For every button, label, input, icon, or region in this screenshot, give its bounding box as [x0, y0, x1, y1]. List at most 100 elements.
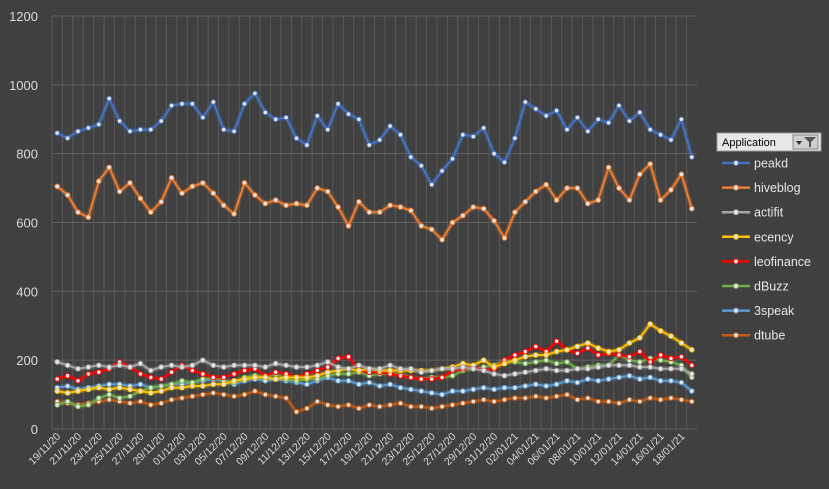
- data-point: [189, 362, 196, 369]
- data-point: [668, 137, 674, 143]
- data-point: [158, 118, 164, 124]
- data-point: [314, 113, 321, 119]
- legend-item-actifit: actifit: [722, 206, 784, 220]
- data-point: [241, 391, 248, 398]
- y-tick-label: 400: [16, 284, 38, 299]
- data-point: [189, 393, 196, 400]
- series-dtube: [54, 388, 695, 415]
- data-point: [272, 197, 279, 203]
- data-point: [678, 379, 685, 386]
- data-point: [179, 395, 185, 401]
- legend-item-peakd: peakd: [722, 157, 788, 171]
- y-tick-label: 600: [16, 216, 38, 231]
- data-point: [647, 364, 654, 370]
- data-point: [564, 347, 570, 353]
- data-point: [220, 391, 227, 398]
- legend-label: dtube: [754, 329, 785, 343]
- data-point: [574, 350, 581, 357]
- data-point: [428, 405, 435, 412]
- data-point: [397, 384, 404, 391]
- legend-items: peakd hiveblog actifit ecency leofinance dBuz…: [722, 157, 811, 343]
- filter-dropdown-icon[interactable]: [792, 134, 819, 150]
- data-point: [512, 384, 518, 391]
- data-point: [106, 364, 112, 370]
- y-tick-label: 1200: [9, 9, 38, 24]
- data-point: [657, 396, 664, 403]
- data-point: [231, 362, 237, 369]
- data-point: [418, 388, 425, 394]
- series-line: [56, 163, 693, 241]
- data-point: [189, 183, 196, 190]
- data-point: [324, 188, 331, 195]
- data-point: [241, 376, 248, 382]
- data-point: [637, 335, 643, 341]
- data-point: [585, 366, 591, 372]
- data-point: [324, 359, 331, 365]
- data-point: [543, 113, 550, 119]
- data-point: [491, 150, 497, 157]
- data-point: [366, 209, 373, 215]
- data-point: [137, 360, 144, 367]
- data-point: [626, 118, 633, 124]
- data-point: [449, 402, 456, 408]
- data-point: [574, 185, 581, 191]
- data-point: [387, 202, 393, 209]
- data-point: [179, 190, 185, 196]
- data-point: [168, 369, 175, 376]
- data-point: [585, 345, 591, 351]
- data-point: [647, 321, 654, 327]
- data-point: [605, 376, 612, 382]
- data-point: [127, 386, 133, 393]
- data-point: [543, 357, 550, 364]
- data-point: [397, 400, 404, 407]
- data-point: [127, 400, 133, 407]
- data-point: [668, 366, 674, 372]
- data-point: [460, 388, 466, 394]
- data-point: [678, 396, 685, 403]
- data-point: [564, 367, 570, 374]
- data-point: [678, 340, 685, 346]
- data-point: [637, 348, 643, 355]
- data-point: [96, 178, 102, 184]
- legend-label: 3speak: [754, 304, 795, 318]
- data-point: [168, 396, 175, 403]
- data-point: [553, 197, 560, 203]
- data-point: [449, 219, 456, 226]
- data-point: [127, 128, 133, 135]
- data-point: [85, 214, 92, 221]
- data-point: [54, 359, 61, 365]
- y-tick-label: 800: [16, 147, 38, 162]
- data-point: [168, 102, 175, 109]
- data-point: [480, 357, 487, 364]
- data-point: [137, 371, 144, 377]
- data-point: [200, 114, 206, 121]
- data-point: [533, 393, 539, 400]
- data-point: [304, 202, 310, 209]
- data-point: [231, 128, 237, 135]
- data-point: [460, 364, 466, 370]
- data-point: [595, 197, 602, 203]
- data-point: [168, 362, 175, 369]
- data-point: [522, 360, 529, 367]
- data-point: [220, 126, 227, 133]
- data-point: [96, 362, 102, 369]
- data-point: [397, 204, 404, 210]
- legend-marker: [733, 258, 739, 265]
- data-point: [262, 364, 269, 370]
- data-point: [137, 381, 144, 388]
- data-point: [657, 197, 664, 203]
- data-point: [470, 398, 477, 405]
- data-point: [543, 352, 550, 358]
- data-point: [179, 364, 185, 370]
- data-point: [574, 366, 581, 372]
- data-point: [533, 188, 539, 195]
- data-point: [252, 192, 258, 198]
- data-point: [428, 226, 435, 233]
- data-point: [439, 374, 445, 381]
- data-point: [533, 343, 539, 350]
- legend-marker: [733, 184, 739, 191]
- data-point: [553, 381, 560, 388]
- data-point: [54, 402, 61, 408]
- data-point: [314, 367, 321, 374]
